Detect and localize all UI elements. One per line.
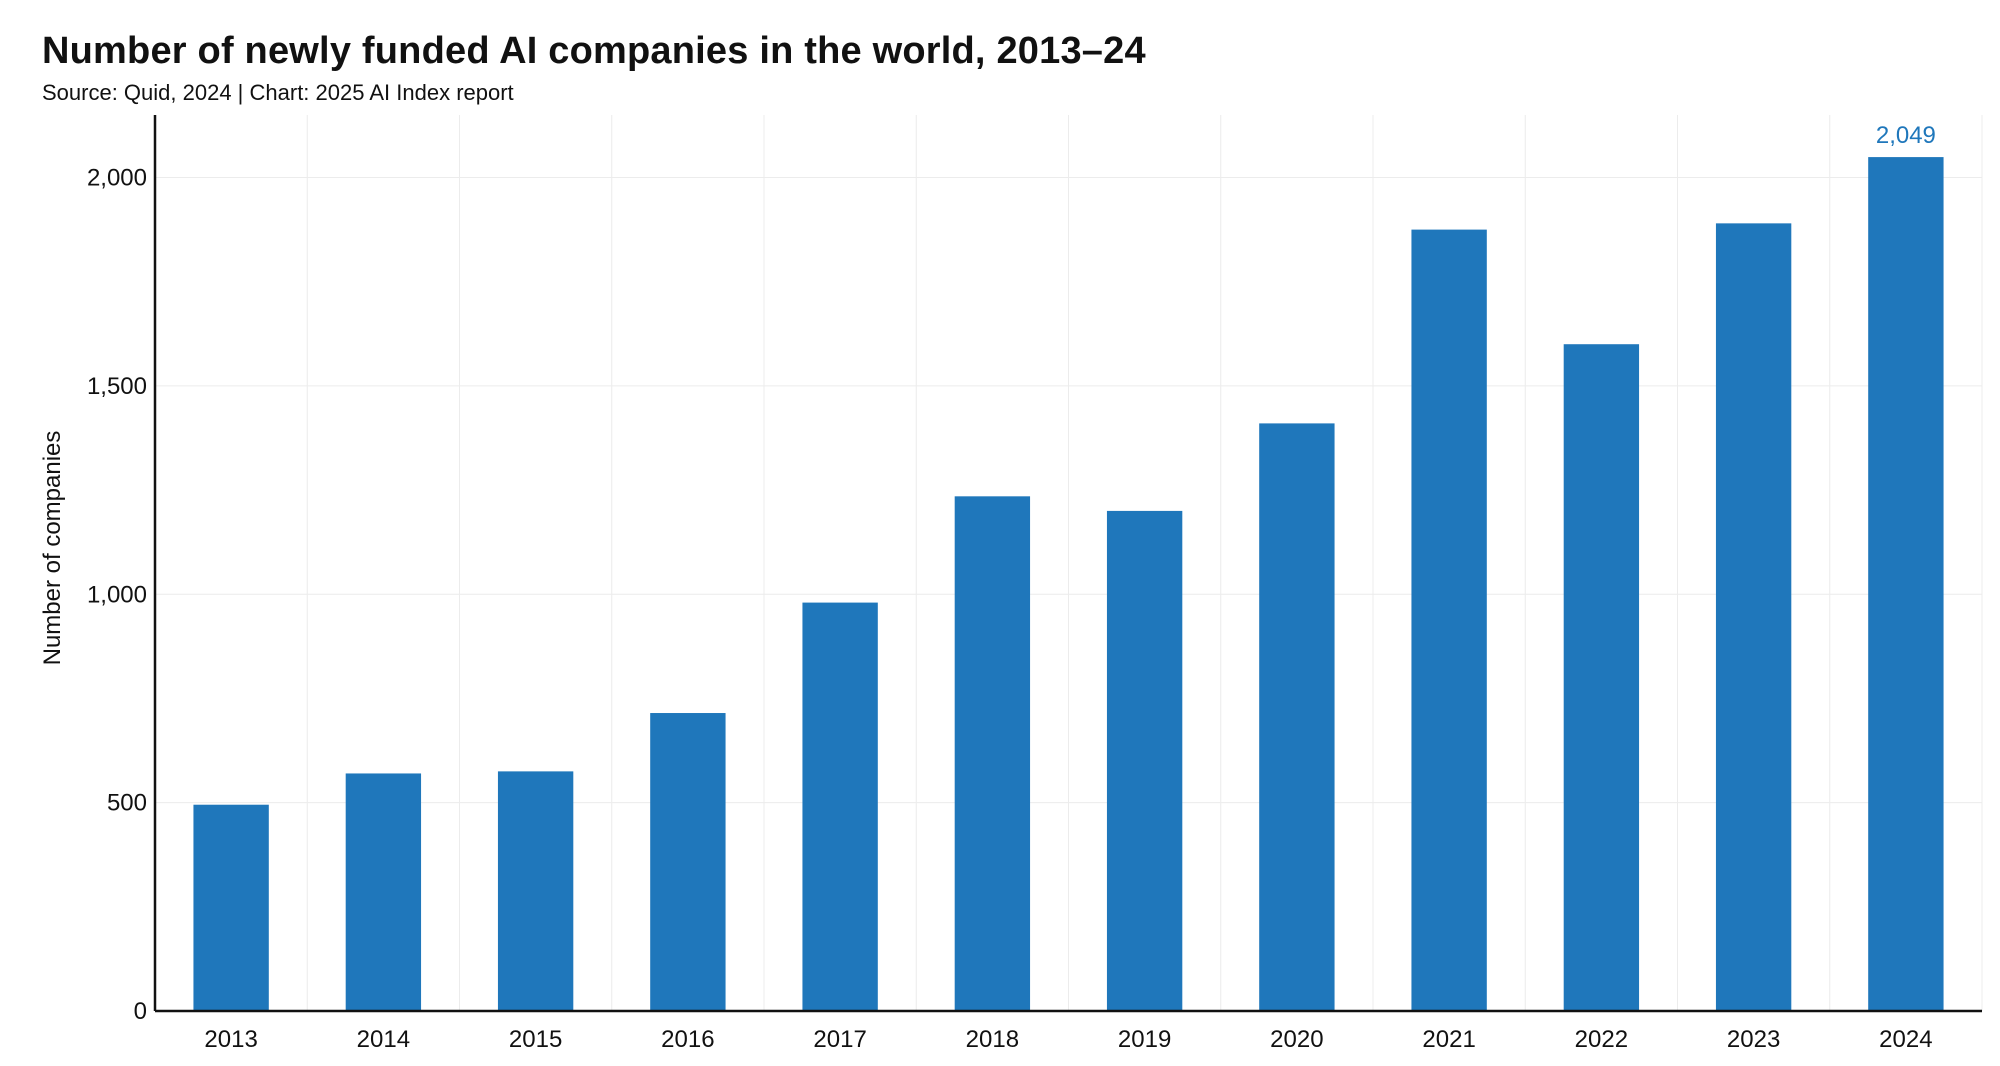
x-tick-label: 2018	[966, 1026, 1019, 1053]
y-tick-label: 500	[107, 790, 147, 817]
x-tick-label: 2021	[1422, 1026, 1475, 1053]
chart-subtitle: Source: Quid, 2024 | Chart: 2025 AI Inde…	[42, 80, 514, 105]
y-tick-label: 2,000	[87, 165, 147, 192]
bar-2013	[193, 804, 269, 1011]
y-tick-label: 1,000	[87, 581, 147, 608]
y-axis-title: Number of companies	[39, 431, 66, 666]
y-tick-label: 0	[134, 998, 147, 1025]
x-tick-label: 2015	[509, 1026, 562, 1053]
bar-2023	[1715, 223, 1792, 1011]
x-tick-label: 2024	[1879, 1026, 1932, 1053]
chart-title: Number of newly funded AI companies in t…	[42, 30, 1146, 72]
y-tick-label: 1,500	[87, 373, 147, 400]
x-tick-label: 2022	[1575, 1026, 1628, 1053]
bar-2018	[954, 496, 1031, 1011]
bar-2021	[1411, 229, 1487, 1012]
bar-2017	[802, 602, 878, 1011]
x-tick-label: 2014	[357, 1026, 410, 1053]
bar-2019	[1106, 510, 1183, 1011]
bar-2016	[650, 713, 726, 1011]
bar-2024	[1868, 157, 1944, 1011]
labels: 0 500 1,000 1,500 2,000 2013 2014 2015 2016 2017 2…	[87, 122, 1936, 1053]
x-tick-label: 2016	[661, 1026, 714, 1053]
data-label-2024: 2,049	[1876, 122, 1936, 149]
x-tick-label: 2013	[204, 1026, 257, 1053]
bar-2022	[1563, 344, 1640, 1011]
x-tick-label: 2020	[1270, 1026, 1323, 1053]
gridlines	[154, 115, 1983, 1011]
bar-2015	[497, 771, 574, 1011]
bars	[193, 157, 1944, 1012]
x-tick-label: 2019	[1118, 1026, 1171, 1053]
x-tick-label: 2023	[1727, 1026, 1780, 1053]
axes	[153, 115, 1982, 1013]
bar-2020	[1259, 423, 1335, 1011]
bar-2014	[345, 773, 422, 1011]
x-tick-label: 2017	[813, 1026, 866, 1053]
